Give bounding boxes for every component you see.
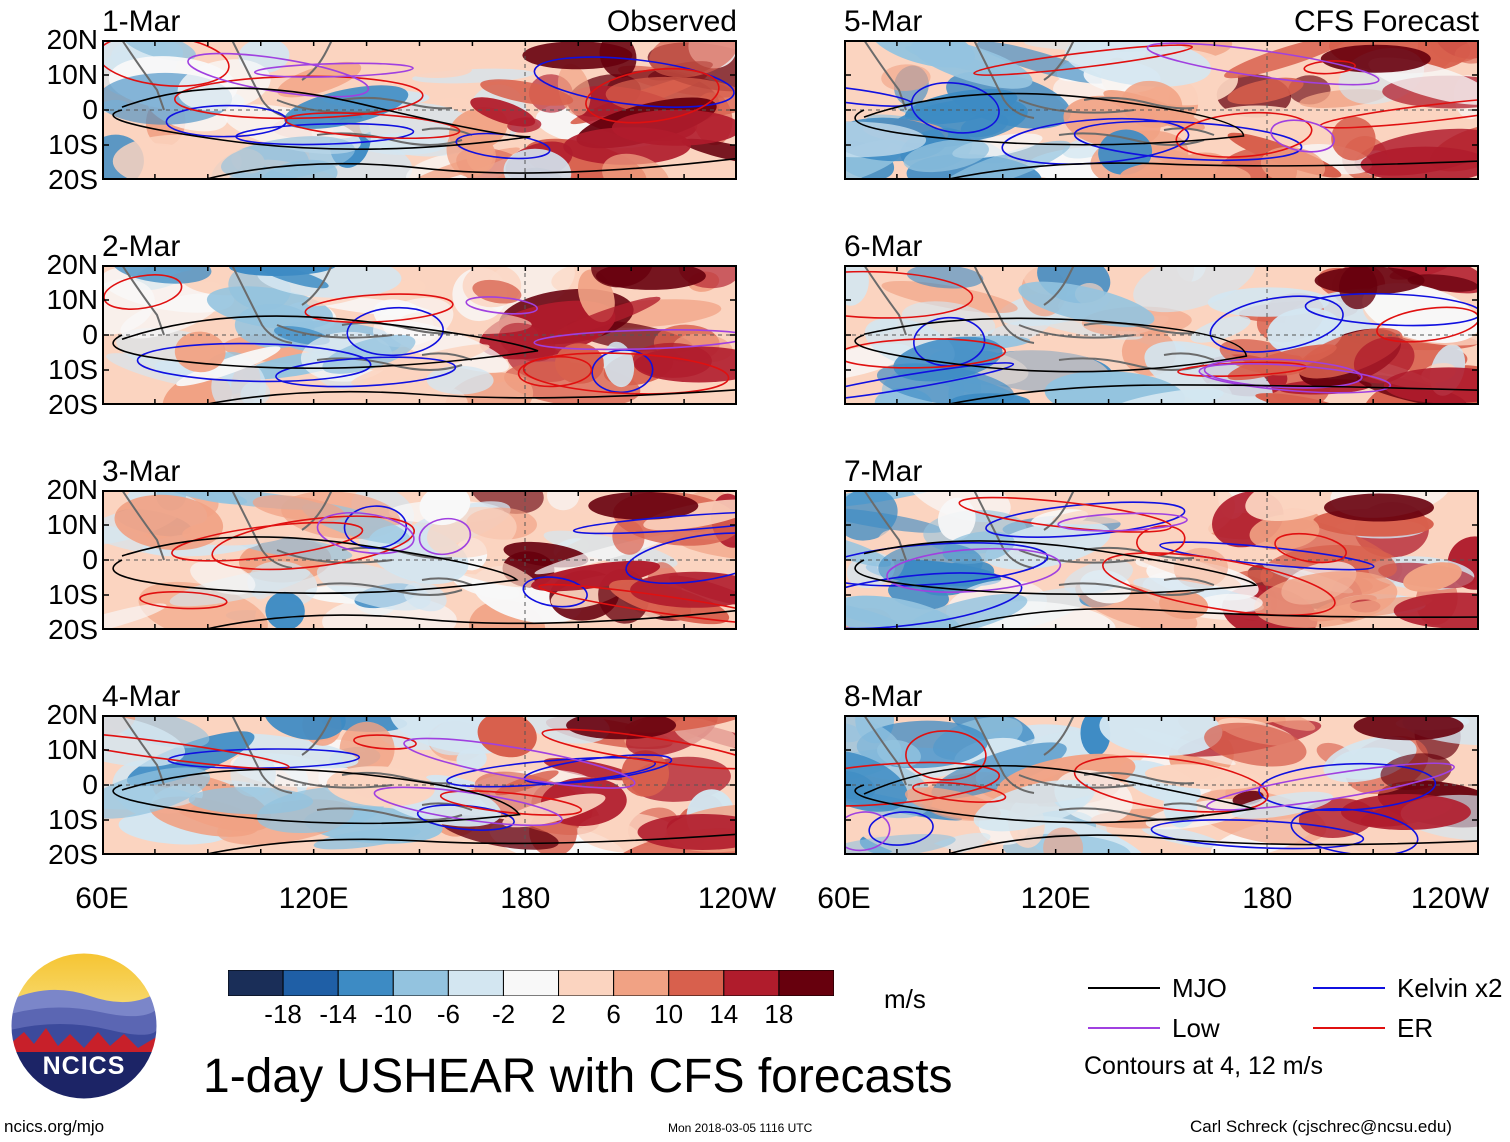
latitude-label: 20S (48, 839, 98, 870)
longitude-label: 180 (500, 882, 551, 915)
legend-line-swatch (1088, 1027, 1160, 1029)
latitude-label: 10S (48, 579, 98, 610)
colorbar-tick-label: -10 (374, 999, 413, 1029)
latitude-label: 0 (82, 769, 98, 800)
latitude-label: 20N (46, 474, 98, 505)
logo-text: NCICS (42, 1052, 126, 1080)
colorbar-tick-label: -14 (319, 999, 357, 1029)
shear-map-panel (101, 489, 738, 631)
colorbar-swatch (282, 969, 339, 997)
latitude-label: 0 (82, 319, 98, 350)
panel-date-label: 3-Mar (102, 455, 181, 488)
latitude-label: 20N (46, 24, 98, 55)
colorbar-swatch (227, 969, 284, 997)
latitude-label: 20N (46, 249, 98, 280)
colorbar-swatch (447, 969, 504, 997)
panel-date-label: 2-Mar (102, 230, 181, 263)
colorbar-tick-label: 6 (606, 999, 621, 1029)
footer-timestamp: Mon 2018-03-05 1116 UTC (668, 1121, 813, 1135)
longitude-label: 120E (278, 882, 349, 915)
longitude-label: 120W (697, 882, 777, 915)
colorbar-swatch (337, 969, 394, 997)
shear-map-panel (843, 264, 1480, 406)
ncics-logo-graphic (10, 952, 158, 1100)
colorbar-tick-label: 18 (764, 999, 794, 1029)
shear-map-graphic (843, 264, 1480, 406)
panel-corner-label: CFS Forecast (1293, 5, 1479, 38)
shear-map-graphic (101, 489, 738, 631)
legend-line-swatch (1313, 1027, 1385, 1029)
figure-title: 1-day USHEAR with CFS forecasts (203, 1050, 953, 1103)
latitude-label: 10N (46, 284, 98, 315)
longitude-label: 120W (1410, 882, 1490, 915)
latitude-label: 20S (48, 389, 98, 420)
longitude-label: 180 (1242, 882, 1293, 915)
latitude-label: 0 (82, 544, 98, 575)
longitude-label: 60E (817, 882, 871, 915)
legend-line-swatch (1088, 987, 1160, 989)
latitude-label: 10S (48, 804, 98, 835)
legend-label: Kelvin x2 (1397, 973, 1503, 1003)
ncics-logo: NCICS (10, 952, 158, 1100)
shear-map-panel (843, 489, 1480, 631)
panel-date-label: 4-Mar (102, 680, 181, 713)
legend-label: ER (1397, 1013, 1434, 1043)
colorbar-swatch (558, 969, 615, 997)
colorbar-tick-label: 14 (709, 999, 739, 1029)
colorbar-swatch (613, 969, 670, 997)
colorbar (227, 969, 835, 997)
colorbar-tick-label: 2 (551, 999, 566, 1029)
panel-date-label: 5-Mar (844, 5, 923, 38)
latitude-label: 20S (48, 614, 98, 645)
colorbar-swatch (723, 969, 780, 997)
colorbar-tick-label: 10 (654, 999, 684, 1029)
colorbar-swatch (392, 969, 449, 997)
shear-map-graphic (843, 714, 1480, 856)
panel-date-label: 8-Mar (844, 680, 923, 713)
shear-map-graphic (843, 489, 1480, 631)
shear-map-graphic (101, 39, 738, 181)
latitude-label: 0 (82, 94, 98, 125)
shear-map-graphic (101, 714, 738, 856)
colorbar-graphic (227, 969, 835, 997)
shear-map-panel (101, 39, 738, 181)
contours-note: Contours at 4, 12 m/s (1084, 1052, 1324, 1080)
latitude-label: 10N (46, 734, 98, 765)
panel-corner-label: Observed (606, 5, 737, 38)
colorbar-tick-label: -6 (436, 999, 460, 1029)
latitude-label: 10S (48, 354, 98, 385)
shear-map-panel (843, 714, 1480, 856)
colorbar-swatch (668, 969, 725, 997)
shear-map-panel (101, 264, 738, 406)
latitude-label: 20N (46, 699, 98, 730)
legend-line-swatch (1313, 987, 1385, 989)
colorbar-swatch (778, 969, 835, 997)
latitude-label: 10S (48, 129, 98, 160)
latitude-label: 20S (48, 164, 98, 195)
latitude-label: 10N (46, 59, 98, 90)
colorbar-tick-label: -2 (491, 999, 516, 1029)
colorbar-swatch (502, 969, 560, 997)
shear-map-graphic (101, 264, 738, 406)
panel-date-label: 6-Mar (844, 230, 923, 263)
colorbar-unit: m/s (884, 984, 926, 1014)
longitude-label: 120E (1020, 882, 1091, 915)
shear-map-graphic (843, 39, 1480, 181)
footer-url[interactable]: ncics.org/mjo (4, 1117, 105, 1136)
shear-map-panel (101, 714, 738, 856)
footer-credit: Carl Schreck (cjschrec@ncsu.edu) (1190, 1117, 1452, 1136)
longitude-label: 60E (75, 882, 129, 915)
latitude-label: 10N (46, 509, 98, 540)
shear-map-panel (843, 39, 1480, 181)
panel-date-label: 7-Mar (844, 455, 923, 488)
panel-date-label: 1-Mar (102, 5, 181, 38)
legend-label: MJO (1172, 973, 1227, 1003)
colorbar-tick-label: -18 (264, 999, 302, 1029)
legend-label: Low (1172, 1013, 1220, 1043)
